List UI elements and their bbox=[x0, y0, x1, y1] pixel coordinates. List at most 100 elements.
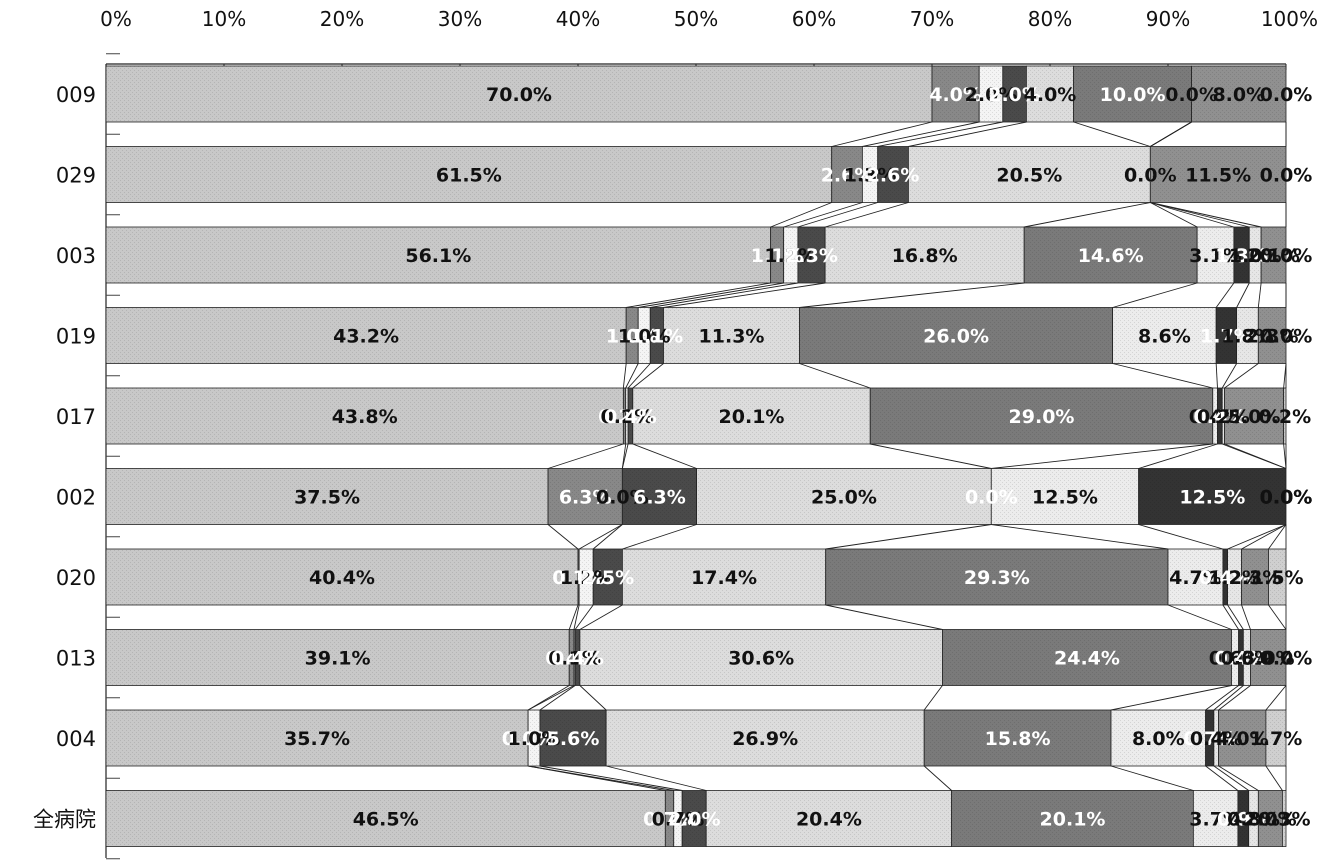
bar-texture bbox=[1026, 66, 1074, 122]
series-line bbox=[573, 604, 580, 630]
category-label: 004 bbox=[56, 727, 96, 751]
series-line bbox=[1213, 765, 1249, 791]
data-label: 2.6% bbox=[821, 165, 874, 187]
bar-texture bbox=[1227, 549, 1242, 605]
series-line bbox=[1215, 363, 1218, 389]
data-labels: 70.0% 4.0%2.0%2.0%4.0% 10.0% 0.0%0.0%0.0%8.… bbox=[284, 84, 1312, 831]
bar-texture bbox=[1193, 790, 1238, 847]
data-label: 1.0% bbox=[606, 326, 659, 348]
bar-texture bbox=[1258, 307, 1286, 364]
bar-texture bbox=[623, 388, 626, 444]
data-label: 2.6% bbox=[867, 165, 920, 187]
data-label: 0.7% bbox=[643, 809, 696, 831]
data-label: 20.5% bbox=[996, 165, 1062, 187]
data-label: 70.0% bbox=[486, 84, 552, 106]
data-label: 4.0% bbox=[929, 84, 982, 106]
data-label: 1.2% bbox=[764, 245, 817, 267]
bar-texture bbox=[663, 307, 800, 364]
bar-texture bbox=[1205, 710, 1214, 766]
bar-texture bbox=[1138, 468, 1286, 525]
data-label: 1.1% bbox=[751, 245, 804, 267]
series-line bbox=[1236, 282, 1250, 308]
series-line bbox=[1213, 685, 1244, 711]
data-label: 20.4% bbox=[796, 809, 862, 831]
bar-texture bbox=[1222, 388, 1225, 444]
bar-texture bbox=[106, 388, 624, 444]
series-line bbox=[574, 604, 594, 630]
bar-texture bbox=[628, 388, 633, 444]
series-line bbox=[568, 604, 579, 630]
series-line bbox=[579, 604, 623, 630]
data-label: 5.0% bbox=[1228, 406, 1281, 428]
series-line bbox=[799, 363, 871, 389]
data-label: 0.0% bbox=[1165, 84, 1218, 106]
bar-texture bbox=[932, 66, 980, 122]
data-label: 17.4% bbox=[691, 567, 757, 589]
data-label: 0.4% bbox=[1199, 567, 1252, 589]
series-line bbox=[1241, 524, 1287, 550]
data-label: 0.4% bbox=[1189, 406, 1242, 428]
bar-texture bbox=[593, 549, 623, 605]
bar-texture bbox=[1212, 388, 1218, 444]
x-tick-label: 10% bbox=[202, 7, 246, 31]
bar-texture bbox=[579, 549, 594, 605]
data-label: 61.5% bbox=[436, 165, 502, 187]
data-label: 2.5% bbox=[581, 567, 634, 589]
bar-texture bbox=[1261, 227, 1286, 283]
data-label: 35.7% bbox=[284, 728, 350, 750]
series-line bbox=[825, 604, 943, 630]
data-label: 0.2% bbox=[1258, 406, 1311, 428]
series-line bbox=[1167, 604, 1232, 630]
bar-texture bbox=[1024, 227, 1198, 283]
category-label: 020 bbox=[56, 566, 96, 590]
data-label: 29.3% bbox=[964, 567, 1030, 589]
data-label: 1.2% bbox=[1208, 567, 1261, 589]
data-label: 1.1% bbox=[631, 326, 684, 348]
bar-texture bbox=[1241, 549, 1269, 605]
x-axis: 0% 10% 20% 30% 40% 50% 60% 70% 80% 90% 100% bbox=[100, 7, 1318, 860]
data-label: 2.1% bbox=[1247, 245, 1300, 267]
data-label: 0.0% bbox=[1260, 487, 1313, 509]
series-line bbox=[862, 121, 980, 147]
bar-texture bbox=[1243, 629, 1251, 686]
data-label: 4.0% bbox=[1216, 728, 1269, 750]
category-labels: 009 029 003 019 017 002 020 013 004 全病院 bbox=[33, 83, 96, 832]
data-label: 4.0% bbox=[1024, 84, 1077, 106]
bar-texture bbox=[1002, 66, 1027, 122]
data-label: 2.0% bbox=[668, 809, 721, 831]
bar-texture bbox=[1224, 388, 1284, 444]
bar-texture bbox=[696, 468, 992, 525]
series-line bbox=[923, 765, 952, 791]
data-label: 0.1% bbox=[548, 648, 601, 670]
series-line bbox=[1227, 524, 1287, 550]
data-label: 0.0% bbox=[1124, 165, 1177, 187]
data-label: 0.0% bbox=[596, 487, 649, 509]
data-label: 6.3% bbox=[559, 487, 612, 509]
data-label: 0.0% bbox=[1260, 648, 1313, 670]
series-line bbox=[547, 524, 579, 550]
bar-texture bbox=[682, 790, 707, 847]
series-line bbox=[831, 121, 933, 147]
bar-texture bbox=[870, 388, 1213, 444]
data-label: 43.2% bbox=[333, 326, 399, 348]
data-label: 40.4% bbox=[309, 567, 375, 589]
bar-texture bbox=[1283, 388, 1286, 444]
data-label: 20.1% bbox=[719, 406, 785, 428]
bar-texture bbox=[991, 468, 1139, 525]
bar-texture bbox=[1236, 307, 1259, 364]
data-label: 0.1% bbox=[552, 567, 605, 589]
series-line bbox=[638, 282, 784, 308]
bar-texture bbox=[622, 549, 826, 605]
data-label: 1.7% bbox=[1250, 728, 1303, 750]
bar-texture bbox=[825, 227, 1025, 283]
data-label: 1.3% bbox=[844, 165, 897, 187]
series-line bbox=[527, 685, 575, 711]
data-label: 0.0% bbox=[1260, 245, 1313, 267]
bar-texture bbox=[1217, 388, 1223, 444]
category-label: 002 bbox=[56, 486, 96, 510]
data-label: 0.4% bbox=[604, 406, 657, 428]
data-label: 43.8% bbox=[332, 406, 398, 428]
data-label: 1.7% bbox=[1200, 326, 1253, 348]
data-label: 2.0% bbox=[988, 84, 1041, 106]
series-line bbox=[1224, 363, 1259, 389]
